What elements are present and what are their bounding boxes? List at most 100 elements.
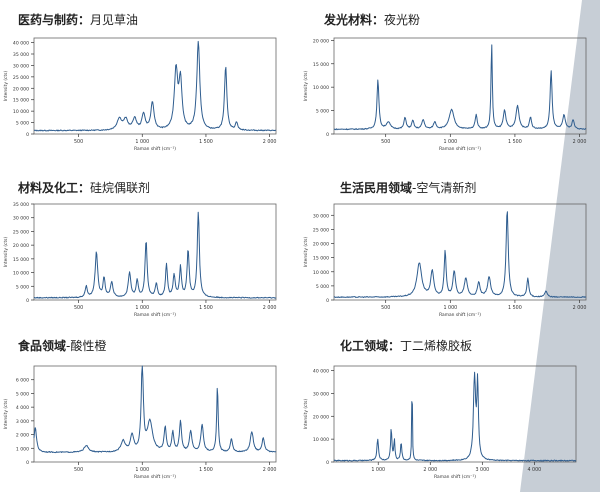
x-tick-label: 2 000 [573, 139, 587, 145]
y-tick-label: 15 000 [13, 98, 29, 104]
panel-title-butadiene-rubber: 化工领域：丁二烯橡胶板 [340, 337, 472, 354]
x-tick-label: 1 000 [135, 467, 149, 473]
y-tick-label: 35 000 [13, 202, 29, 208]
raman-chart-acid-orange: 0 1 000 2 000 3 000 4 000 5 000 6 000 500 1 000 1… [3, 365, 277, 480]
y-tick-label: 4 000 [16, 405, 29, 411]
panel-title-text: 硅烷偶联剂 [90, 181, 151, 195]
y-tick-label: 5 000 [316, 284, 329, 290]
raman-chart-silane-coupling-agent: 0 5 000 10 000 15 000 20 000 25 000 30 000 35 0… [3, 202, 277, 318]
x-tick-label: 500 [74, 305, 83, 311]
y-tick-label: 0 [326, 460, 329, 466]
x-tick-label: 1 000 [371, 467, 385, 473]
x-tick-label: 3 000 [475, 467, 489, 473]
x-axis-label: Raman shift (cm⁻¹) [134, 474, 176, 480]
y-tick-label: 5 000 [16, 391, 29, 397]
y-tick-label: 40 000 [313, 369, 329, 375]
y-axis-label: Intensity (cts) [3, 71, 9, 102]
x-axis-label: Raman shift (cm⁻¹) [134, 312, 176, 318]
y-tick-label: 0 [326, 132, 329, 138]
y-tick-label: 20 000 [313, 38, 329, 44]
panel-title-luminous-powder: 发光材料：夜光粉 [324, 11, 420, 28]
y-tick-label: 20 000 [13, 86, 29, 92]
y-tick-label: 6 000 [16, 378, 29, 384]
y-tick-label: 10 000 [313, 270, 329, 276]
panel-title-text: 丁二烯橡胶板 [400, 339, 473, 353]
y-tick-label: 15 000 [313, 62, 329, 68]
y-tick-label: 25 000 [13, 229, 29, 235]
x-tick-label: 2 000 [263, 467, 277, 473]
x-axis-label: Raman shift (cm⁻¹) [439, 312, 481, 318]
raman-chart-air-freshener: 0 5 000 10 000 15 000 20 000 25 000 30 000 500 1… [303, 203, 587, 318]
y-tick-label: 15 000 [13, 257, 29, 263]
panel-title-bold: 化工领域： [340, 339, 401, 353]
x-axis-label: Raman shift (cm⁻¹) [439, 146, 481, 152]
y-tick-label: 10 000 [13, 271, 29, 277]
x-tick-label: 1 500 [199, 305, 213, 311]
y-tick-label: 35 000 [13, 52, 29, 58]
y-tick-label: 25 000 [13, 75, 29, 81]
x-tick-label: 2 000 [263, 305, 277, 311]
spectrum-line [33, 40, 277, 132]
y-tick-label: 30 000 [313, 213, 329, 219]
panel-title-air-freshener: 生活民用领域-空气清新剂 [340, 179, 476, 196]
y-tick-label: 20 000 [313, 242, 329, 248]
panel-title-bold: 医药与制药： [18, 13, 91, 27]
y-tick-label: 20 000 [13, 243, 29, 249]
panel-title-evening-primrose: 医药与制药：月见草油 [18, 11, 138, 28]
y-tick-label: 1 000 [16, 446, 29, 452]
plot-frame [33, 365, 277, 463]
y-tick-label: 0 [26, 460, 29, 466]
y-tick-label: 5 000 [16, 121, 29, 127]
y-tick-label: 10 000 [313, 85, 329, 91]
x-tick-label: 1 500 [199, 139, 213, 145]
y-tick-label: 30 000 [13, 216, 29, 222]
panel-title-text: -酸性橙 [66, 339, 107, 353]
y-tick-label: 40 000 [13, 41, 29, 47]
panel-title-text: 月见草油 [90, 13, 139, 27]
plot-frame [33, 37, 277, 135]
spectrum-line [33, 365, 277, 454]
spectrum-line [333, 371, 577, 462]
x-tick-label: 1 000 [443, 139, 457, 145]
y-tick-label: 15 000 [313, 256, 329, 262]
x-tick-label: 1 000 [135, 305, 149, 311]
y-tick-label: 10 000 [13, 109, 29, 115]
x-tick-label: 1 500 [508, 139, 522, 145]
y-axis-label: Intensity (cts) [3, 399, 9, 430]
y-tick-label: 5 000 [16, 284, 29, 290]
x-tick-label: 2 000 [263, 139, 277, 145]
y-axis-label: Intensity (cts) [303, 71, 309, 102]
raman-chart-evening-primrose: 0 5 000 10 000 15 000 20 000 25 000 30 000 35 0… [3, 37, 277, 152]
plot-frame [333, 37, 587, 135]
y-axis-label: Intensity (cts) [303, 237, 309, 268]
y-axis-label: Intensity (cts) [303, 399, 309, 430]
x-tick-label: 2 000 [423, 467, 437, 473]
panel-title-silane-coupling-agent: 材料及化工：硅烷偶联剂 [18, 179, 150, 196]
y-tick-label: 2 000 [16, 433, 29, 439]
x-tick-label: 500 [74, 139, 83, 145]
y-tick-label: 5 000 [316, 109, 329, 115]
x-tick-label: 500 [381, 139, 390, 145]
x-axis-label: Raman shift (cm⁻¹) [434, 474, 476, 480]
panel-title-text: -空气清新剂 [412, 181, 477, 195]
x-tick-label: 1 500 [199, 467, 213, 473]
x-tick-label: 1 000 [135, 139, 149, 145]
y-tick-label: 10 000 [313, 437, 329, 443]
y-tick-label: 30 000 [13, 63, 29, 69]
y-tick-label: 0 [326, 298, 329, 304]
plot-frame [33, 203, 277, 301]
spectrum-line [334, 44, 587, 131]
y-tick-label: 0 [26, 298, 29, 304]
panel-title-text: 夜光粉 [384, 13, 421, 27]
panel-title-acid-orange: 食品领域-酸性橙 [18, 337, 106, 354]
spectrum-line [333, 211, 587, 298]
y-tick-label: 3 000 [16, 419, 29, 425]
x-tick-label: 500 [381, 305, 390, 311]
panel-title-bold: 发光材料： [324, 13, 385, 27]
panel-title-bold: 食品领域 [18, 339, 67, 353]
x-tick-label: 4 000 [527, 467, 541, 473]
y-tick-label: 30 000 [313, 391, 329, 397]
spectrum-line [33, 211, 277, 299]
